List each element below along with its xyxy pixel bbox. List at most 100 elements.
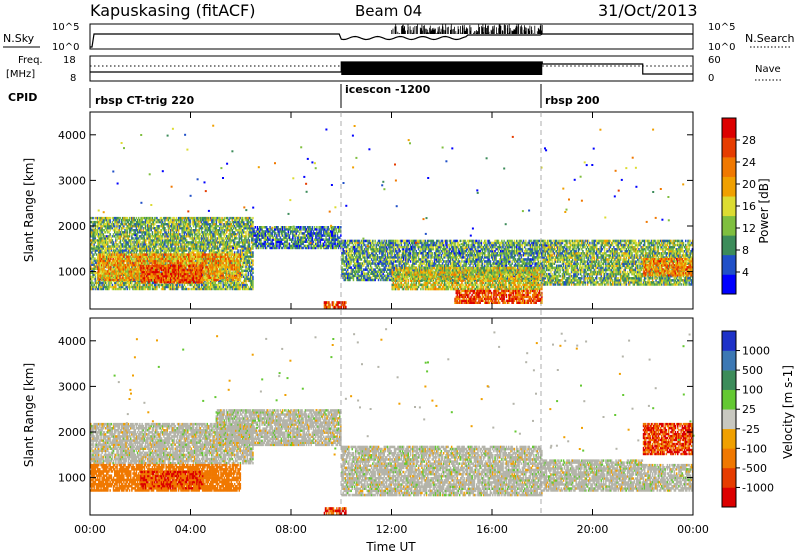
heatmap-cell bbox=[103, 229, 106, 232]
heatmap-cell bbox=[252, 253, 254, 256]
heatmap-cell bbox=[126, 241, 128, 244]
heatmap-cell bbox=[112, 251, 115, 254]
heatmap-cell bbox=[127, 225, 130, 228]
heatmap-cell bbox=[192, 251, 195, 254]
heatmap-cell bbox=[157, 225, 159, 228]
heatmap-cell bbox=[110, 237, 113, 240]
heatmap-cell bbox=[92, 220, 94, 224]
heatmap-cell bbox=[114, 283, 116, 287]
heatmap-cell bbox=[149, 220, 151, 224]
heatmap-cell bbox=[122, 245, 124, 248]
heatmap-cell bbox=[92, 287, 94, 291]
heatmap-cell bbox=[183, 245, 186, 248]
heatmap-cell bbox=[125, 243, 127, 246]
heatmap-cell bbox=[147, 237, 149, 240]
heatmap-cell bbox=[154, 218, 156, 222]
heatmap-cell bbox=[172, 229, 174, 232]
heatmap-cell bbox=[172, 231, 174, 234]
heatmap-cell bbox=[128, 225, 131, 228]
heatmap-cell bbox=[180, 218, 182, 222]
heatmap-cell bbox=[108, 245, 110, 248]
heatmap-cell bbox=[181, 249, 183, 252]
heatmap-cell bbox=[124, 237, 126, 240]
heatmap-cell bbox=[95, 283, 98, 287]
heatmap-cell bbox=[134, 231, 136, 234]
heatmap-cell bbox=[102, 229, 105, 232]
heatmap-cell bbox=[98, 225, 100, 228]
heatmap-cell bbox=[163, 255, 165, 258]
heatmap-cell bbox=[144, 249, 147, 252]
heatmap-cell bbox=[165, 241, 167, 244]
heatmap-cell bbox=[95, 261, 98, 264]
heatmap-cell bbox=[169, 269, 172, 272]
heatmap-cell bbox=[163, 233, 165, 236]
heatmap-cell bbox=[172, 255, 174, 258]
heatmap-cell bbox=[102, 235, 105, 238]
heatmap-cell bbox=[187, 233, 189, 236]
heatmap-cell bbox=[176, 247, 179, 250]
heatmap-cell bbox=[164, 241, 166, 244]
heatmap-cell bbox=[156, 227, 158, 230]
heatmap-cell bbox=[252, 251, 254, 254]
heatmap-cell bbox=[188, 218, 190, 222]
heatmap-cell bbox=[159, 229, 162, 232]
heatmap-cell bbox=[188, 247, 190, 250]
heatmap-cell bbox=[140, 229, 142, 232]
heatmap-cell bbox=[125, 218, 127, 222]
heatmap-cell bbox=[182, 249, 184, 252]
heatmap-cell bbox=[148, 216, 150, 220]
heatmap-cell bbox=[144, 283, 147, 287]
heatmap-cell bbox=[95, 239, 98, 242]
heatmap-cell bbox=[165, 283, 167, 287]
heatmap-cell bbox=[138, 285, 140, 289]
heatmap-cell bbox=[133, 218, 135, 222]
heatmap-cell bbox=[101, 241, 103, 244]
heatmap-cell bbox=[108, 216, 110, 220]
heatmap-cell bbox=[104, 281, 107, 285]
heatmap-cell bbox=[159, 216, 162, 220]
heatmap-cell bbox=[143, 243, 146, 246]
heatmap-cell bbox=[171, 218, 173, 222]
heatmap-cell bbox=[166, 235, 168, 238]
heatmap-cell bbox=[99, 235, 101, 238]
heatmap-cell bbox=[184, 216, 187, 220]
heatmap-cell bbox=[175, 229, 178, 232]
heatmap-cell bbox=[93, 283, 95, 287]
heatmap-cell bbox=[131, 283, 133, 287]
heatmap-cell bbox=[117, 281, 119, 285]
heatmap-cell bbox=[120, 285, 123, 289]
heatmap-cell bbox=[183, 241, 186, 244]
heatmap-cell bbox=[159, 225, 162, 228]
heatmap-cell bbox=[139, 225, 141, 228]
heatmap-cell bbox=[107, 229, 109, 232]
heatmap-cell bbox=[135, 225, 138, 228]
heatmap-cell bbox=[141, 223, 143, 226]
heatmap-cell bbox=[115, 265, 117, 268]
heatmap-cell bbox=[134, 285, 136, 289]
heatmap-cell bbox=[140, 227, 142, 230]
heatmap-cell bbox=[131, 216, 133, 220]
heatmap-cell bbox=[95, 245, 98, 248]
heatmap-cell bbox=[144, 216, 147, 220]
heatmap-cell bbox=[161, 243, 164, 246]
heatmap-cell bbox=[136, 281, 139, 285]
heatmap-cell bbox=[157, 249, 159, 252]
heatmap-cell bbox=[160, 241, 163, 244]
heatmap-cell bbox=[184, 287, 187, 291]
heatmap-cell bbox=[126, 229, 128, 232]
heatmap-cell bbox=[135, 233, 138, 236]
heatmap-cell bbox=[95, 253, 98, 256]
heatmap-cell bbox=[100, 249, 102, 252]
heatmap-cell bbox=[151, 220, 154, 224]
heatmap-cell bbox=[130, 216, 132, 220]
heatmap-cell bbox=[100, 229, 102, 232]
heatmap-cell bbox=[133, 283, 135, 287]
heatmap-cell bbox=[173, 287, 175, 291]
heatmap-cell bbox=[133, 223, 135, 226]
heatmap-cell bbox=[152, 241, 155, 244]
date-title: 31/Oct/2013 bbox=[598, 1, 698, 20]
heatmap-cell bbox=[159, 239, 162, 242]
heatmap-cell bbox=[177, 216, 180, 220]
heatmap-cell bbox=[155, 243, 157, 246]
heatmap-cell bbox=[171, 249, 173, 252]
